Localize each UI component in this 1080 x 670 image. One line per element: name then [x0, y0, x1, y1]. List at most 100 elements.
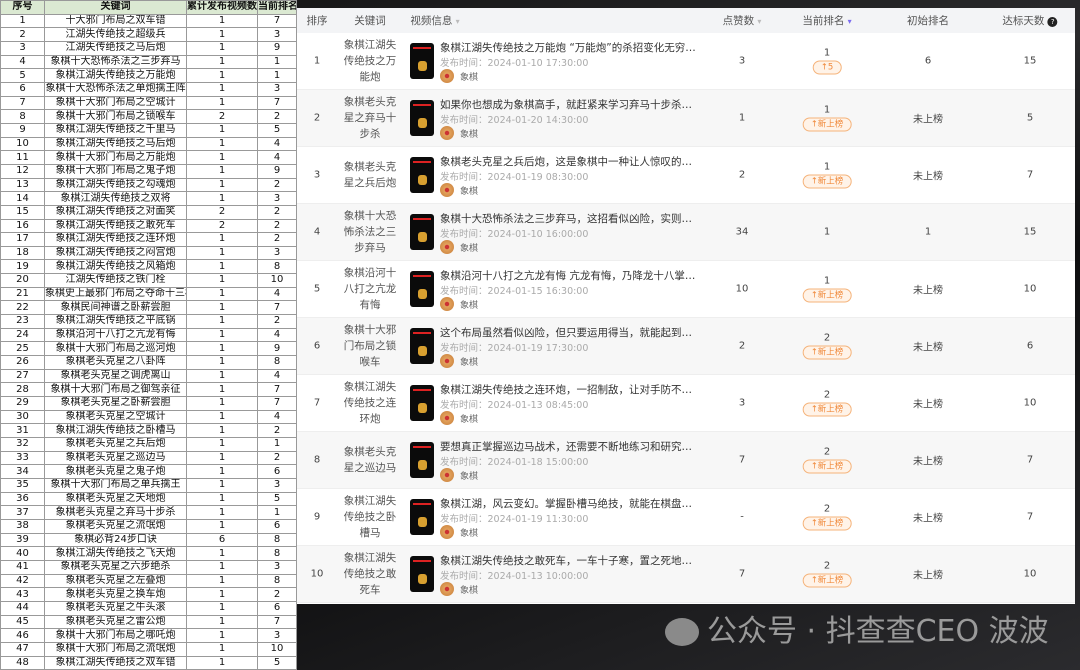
ranking-row[interactable]: 1 象棋江湖失传绝技之万能炮 象棋江湖失传绝技之万能炮 “万能炮”的杀招变化无穷… — [297, 33, 1075, 90]
cell-current-rank: 1 — [257, 437, 297, 452]
video-thumbnail[interactable] — [410, 385, 434, 421]
ranking-row[interactable]: 10 象棋江湖失传绝技之敢死车 象棋江湖失传绝技之敢死车，一车十子寒，置之死地而… — [297, 546, 1075, 603]
author-name: 象棋 — [460, 357, 479, 368]
ranking-row[interactable]: 5 象棋沿河十八打之亢龙有悔 象棋沿河十八打之亢龙有悔 亢龙有悔，乃降龙十八掌中… — [297, 261, 1075, 318]
video-title[interactable]: 象棋江湖失传绝技之万能炮 “万能炮”的杀招变化无穷，... — [440, 42, 698, 54]
table-header-row: 序号 关键词 累计发布视频数 当前排名 — [0, 0, 297, 15]
video-title[interactable]: 象棋沿河十八打之亢龙有悔 亢龙有悔，乃降龙十八掌中的... — [440, 270, 698, 282]
cell-keyword: 象棋民间神谱之卧薪尝胆 — [44, 300, 187, 316]
cell-keyword: 象棋十大邪门布局之巡河炮 — [44, 341, 187, 357]
header-video-info[interactable]: 视频信息 ▾ — [410, 13, 459, 28]
cell-video-count: 1 — [186, 40, 258, 56]
ranking-row[interactable]: 2 象棋老头克星之弃马十步杀 如果你也想成为象棋高手，就赶紧来学习弃马十步杀吧！… — [297, 90, 1075, 147]
rank-value: 2 — [823, 503, 831, 515]
cell-current-rank: 7 — [257, 614, 297, 630]
cell-keyword: 象棋老头克星之牛头滚 — [44, 600, 187, 616]
ranking-panel: 排序 关键词 视频信息 ▾ 点赞数 ▾ 当前排名 ▾ 初始排名 达标天数 ? 1… — [297, 8, 1075, 604]
cell-current-rank: 9 — [257, 40, 297, 56]
ranking-row[interactable]: 9 象棋江湖失传绝技之卧槽马 象棋江湖，风云变幻。掌握卧槽马绝技，就能在棋盘上所… — [297, 489, 1075, 546]
current-rank: 2 ↑新上榜 — [802, 333, 852, 360]
cell-video-count: 1 — [186, 655, 258, 670]
video-title[interactable]: 如果你也想成为象棋高手，就赶紧来学习弃马十步杀吧！让... — [440, 99, 698, 111]
video-title[interactable]: 这个布局虽然看似凶险，但只要运用得当，就能起到出其不... — [440, 327, 698, 339]
publish-time: 发布时间：2024-01-19 11:30:00 — [440, 514, 589, 525]
publish-time: 发布时间：2024-01-20 14:30:00 — [440, 115, 589, 126]
ranking-row[interactable]: 4 象棋十大恐怖杀法之三步弃马 象棋十大恐怖杀法之三步弃马，这招看似凶险，实则是… — [297, 204, 1075, 261]
cell-index: 21 — [0, 286, 45, 302]
sort-caret-active-icon[interactable]: ▾ — [847, 17, 852, 26]
video-title[interactable]: 象棋江湖失传绝技之连环炮，一招制敌，让对手防不胜防！... — [440, 384, 698, 396]
rank-value: 1 — [823, 161, 831, 173]
order: 10 — [310, 568, 324, 580]
cell-index: 40 — [0, 546, 45, 561]
video-thumbnail[interactable] — [410, 214, 434, 250]
table-row: 30 象棋老头克星之空城计 1 4 — [0, 409, 297, 425]
cell-index: 38 — [0, 518, 45, 534]
cell-current-rank: 7 — [257, 382, 297, 398]
video-title[interactable]: 象棋十大恐怖杀法之三步弃马，这招看似凶险，实则是一步... — [440, 213, 698, 225]
table-row: 45 象棋老头克星之雷公炮 1 7 — [0, 614, 297, 630]
cell-keyword: 象棋史上最邪门布局之夺命十三枪 — [44, 286, 187, 302]
sort-caret-icon[interactable]: ▾ — [757, 17, 762, 26]
cell-current-rank: 8 — [257, 546, 297, 561]
video-thumbnail[interactable] — [410, 556, 434, 592]
cell-index: 15 — [0, 204, 45, 220]
video-title[interactable]: 象棋老头克星之兵后炮，这是象棋中一种让人惊叹的战术！... — [440, 156, 698, 168]
cell-keyword: 象棋十大恐怖杀法之三步弃马 — [44, 54, 187, 70]
current-rank: 1 ↑新上榜 — [802, 276, 852, 303]
initial-rank: 未上榜 — [913, 171, 943, 183]
current-rank: 2 ↑新上榜 — [802, 390, 852, 417]
sort-caret-icon[interactable]: ▾ — [455, 17, 460, 26]
cell-video-count: 1 — [186, 477, 258, 493]
cell-current-rank: 2 — [257, 314, 297, 329]
cell-keyword: 象棋老头克星之换车炮 — [44, 587, 187, 602]
publish-time: 发布时间：2024-01-15 16:30:00 — [440, 286, 589, 297]
cell-video-count: 1 — [186, 95, 258, 111]
cell-keyword: 象棋十大邪门布局之锁喉车 — [44, 109, 187, 124]
video-thumbnail[interactable] — [410, 100, 434, 136]
cell-current-rank: 2 — [257, 218, 297, 234]
author: 象棋 — [440, 240, 478, 254]
cell-keyword: 象棋十大邪门布局之流氓炮 — [44, 641, 187, 657]
days-on-target: 15 — [1023, 226, 1037, 238]
table-row: 23 象棋江湖失传绝技之平底锅 1 2 — [0, 314, 297, 329]
video-title[interactable]: 象棋江湖，风云变幻。掌握卧槽马绝技，就能在棋盘上所向... — [440, 498, 698, 510]
cell-index: 9 — [0, 122, 45, 138]
header-likes[interactable]: 点赞数 ▾ — [723, 13, 762, 28]
cell-video-count: 1 — [186, 122, 258, 138]
table-row: 1 十大邪门布局之双车错 1 7 — [0, 13, 297, 29]
ranking-row[interactable]: 3 象棋老头克星之兵后炮 象棋老头克星之兵后炮，这是象棋中一种让人惊叹的战术！.… — [297, 147, 1075, 204]
cell-index: 42 — [0, 573, 45, 589]
cell-current-rank: 6 — [257, 600, 297, 616]
video-title[interactable]: 象棋江湖失传绝技之敢死车，一车十子寒，置之死地而后生... — [440, 555, 698, 567]
ranking-row[interactable]: 8 象棋老头克星之巡边马 要想真正掌握巡边马战术，还需要不断地练习和研究。只有.… — [297, 432, 1075, 489]
video-thumbnail[interactable] — [410, 43, 434, 79]
cell-current-rank: 1 — [257, 68, 297, 83]
table-row: 12 象棋十大邪门布局之鬼子炮 1 9 — [0, 163, 297, 179]
ranking-row[interactable]: 6 象棋十大邪门布局之锁喉车 这个布局虽然看似凶险，但只要运用得当，就能起到出其… — [297, 318, 1075, 375]
table-row: 47 象棋十大邪门布局之流氓炮 1 10 — [0, 641, 297, 657]
cell-index: 28 — [0, 382, 45, 398]
ranking-row[interactable]: 7 象棋江湖失传绝技之连环炮 象棋江湖失传绝技之连环炮，一招制敌，让对手防不胜防… — [297, 375, 1075, 432]
cell-current-rank: 3 — [257, 191, 297, 206]
table-row: 11 象棋十大邪门布局之万能炮 1 4 — [0, 150, 297, 165]
cell-index: 16 — [0, 218, 45, 234]
cell-keyword: 象棋江湖失传绝技之闷宫炮 — [44, 245, 187, 261]
video-thumbnail[interactable] — [410, 328, 434, 364]
video-thumbnail[interactable] — [410, 271, 434, 307]
cell-keyword: 象棋十大邪门布局之鬼子炮 — [44, 163, 187, 179]
video-thumbnail[interactable] — [410, 157, 434, 193]
header-days: 达标天数 ? — [1002, 13, 1058, 28]
help-icon[interactable]: ? — [1047, 17, 1058, 27]
header-days-label: 达标天数 — [1002, 15, 1045, 27]
initial-rank: 未上榜 — [913, 114, 943, 126]
video-title[interactable]: 要想真正掌握巡边马战术，还需要不断地练习和研究。只有... — [440, 441, 698, 453]
video-thumbnail[interactable] — [410, 442, 434, 478]
cell-keyword: 象棋江湖失传绝技之勾魂炮 — [44, 177, 187, 193]
cell-video-count: 1 — [186, 259, 258, 275]
days-on-target: 6 — [1026, 340, 1034, 352]
cell-current-rank: 10 — [257, 273, 297, 288]
video-thumbnail[interactable] — [410, 499, 434, 535]
cell-index: 13 — [0, 177, 45, 193]
header-current-rank[interactable]: 当前排名 ▾ — [802, 13, 851, 28]
